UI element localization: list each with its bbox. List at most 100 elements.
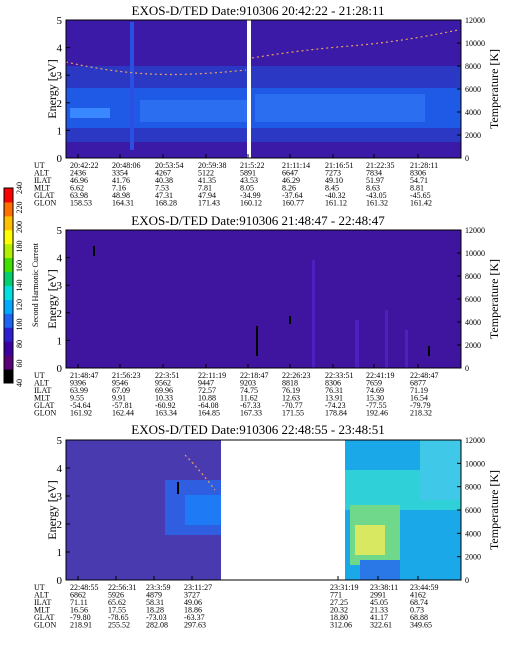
orbit-cell: 21:28:11: [410, 161, 438, 170]
orbit-cell: 178.84: [325, 409, 347, 418]
orbit-cell: 68.74: [410, 598, 428, 607]
temperature-tick-label: 4000: [465, 529, 481, 538]
orbit-cell: 161.32: [366, 199, 388, 208]
temperature-tick-label: 10000: [465, 249, 485, 258]
orbit-cell: 168.28: [155, 199, 177, 208]
colorbar-swatch: [4, 341, 13, 356]
colorbar-tick-label: 100: [15, 319, 24, 331]
energy-tick-label: 5: [57, 15, 63, 27]
temperature-tick-label: 0: [465, 364, 469, 373]
energy-tick-label: 3: [57, 70, 63, 82]
orbit-cell: 163.34: [155, 409, 177, 418]
orbit-cell: 16.54: [410, 394, 428, 403]
colorbar-tick-label: 200: [15, 221, 24, 233]
orbit-cell: 9447: [198, 379, 214, 388]
orbit-cell: -60.92: [155, 401, 176, 410]
colorbar-tick-label: 60: [15, 360, 24, 368]
orbit-cell: 2436: [70, 169, 86, 178]
orbit-cell: 9.55: [70, 394, 84, 403]
orbit-cell: -79.80: [70, 613, 91, 622]
orbit-cell: 21:11:14: [282, 161, 310, 170]
orbit-cell: 22:11:19: [198, 371, 226, 380]
orbit-cell: -67.33: [240, 401, 261, 410]
orbit-cell: 20:48:06: [112, 161, 140, 170]
orbit-cell: 5891: [240, 169, 256, 178]
colorbar-swatch: [4, 188, 13, 203]
orbit-cell: 65.62: [108, 598, 126, 607]
colorbar-label: Second Harmonic Current: [31, 242, 40, 327]
orbit-cell: 27.25: [330, 598, 348, 607]
orbit-cell: 9203: [240, 379, 256, 388]
orbit-cell: 21:22:35: [366, 161, 394, 170]
orbit-cell: 63.99: [70, 386, 88, 395]
orbit-cell: 8306: [325, 379, 341, 388]
orbit-cell: 282.08: [146, 621, 168, 630]
colorbar-swatch: [4, 271, 13, 286]
colorbar-tick-label: 180: [15, 241, 24, 253]
orbit-cell: 8.05: [240, 184, 254, 193]
orbit-row-label: ALT: [34, 591, 49, 600]
orbit-cell: 9.91: [112, 394, 126, 403]
orbit-cell: 7659: [366, 379, 382, 388]
temperature-tick-label: 8000: [465, 272, 481, 281]
orbit-row-label: ALT: [34, 379, 49, 388]
orbit-cell: 47.94: [198, 191, 216, 200]
orbit-cell: 22:18:47: [240, 371, 268, 380]
orbit-row-label: GLAT: [34, 191, 55, 200]
orbit-cell: 8.63: [366, 184, 380, 193]
orbit-cell: 18.86: [184, 606, 202, 615]
orbit-cell: 76.19: [282, 386, 300, 395]
orbit-cell: 41.17: [370, 613, 388, 622]
orbit-cell: 218.91: [70, 621, 92, 630]
orbit-cell: -40.32: [325, 191, 346, 200]
orbit-cell: 6647: [282, 169, 298, 178]
orbit-row-label: MLT: [34, 394, 50, 403]
orbit-cell: 6862: [70, 591, 86, 600]
orbit-cell: -57.81: [112, 401, 133, 410]
orbit-cell: 7.16: [112, 184, 126, 193]
orbit-cell: 10.33: [155, 394, 173, 403]
orbit-cell: 16.56: [70, 606, 88, 615]
energy-tick-label: 0: [57, 575, 63, 587]
colorbar-swatch: [4, 327, 13, 342]
orbit-cell: 312.06: [330, 621, 352, 630]
orbit-cell: 21:5:22: [240, 161, 264, 170]
energy-tick-label: 0: [57, 363, 63, 375]
orbit-cell: 4162: [410, 591, 426, 600]
energy-tick-label: 4: [57, 463, 63, 475]
panel-3-title: EXOS-D/TED Date:910306 22:48:55 - 23:48:…: [131, 422, 384, 437]
orbit-cell: 76.31: [325, 386, 343, 395]
orbit-cell: 164.31: [112, 199, 134, 208]
orbit-cell: 158.53: [70, 199, 92, 208]
orbit-cell: 20:59:38: [198, 161, 226, 170]
orbit-row-label: UT: [34, 583, 45, 592]
orbit-cell: 6877: [410, 379, 426, 388]
orbit-cell: 22:26:23: [282, 371, 310, 380]
orbit-cell: 49.06: [184, 598, 202, 607]
energy-tick-label: 1: [57, 335, 63, 347]
orbit-cell: 69.96: [155, 386, 173, 395]
orbit-cell: 63.98: [70, 191, 88, 200]
orbit-cell: 297.63: [184, 621, 206, 630]
orbit-cell: 72.57: [198, 386, 216, 395]
orbit-cell: 4267: [155, 169, 171, 178]
orbit-cell: 192.46: [366, 409, 388, 418]
orbit-cell: 161.92: [70, 409, 92, 418]
orbit-row-label: UT: [34, 371, 45, 380]
orbit-row-label: ILAT: [34, 598, 51, 607]
orbit-cell: 17.55: [108, 606, 126, 615]
orbit-row-label: MLT: [34, 606, 50, 615]
orbit-row-label: ALT: [34, 169, 49, 178]
orbit-cell: 74.75: [240, 386, 258, 395]
colorbar-tick-label: 120: [15, 299, 24, 311]
orbit-cell: 9562: [155, 379, 171, 388]
temperature-tick-label: 2000: [465, 553, 481, 562]
orbit-cell: 162.44: [112, 409, 134, 418]
colorbar-swatch: [4, 355, 13, 370]
panel-2-dot-2: [256, 326, 258, 356]
temperature-tick-label: 10000: [465, 459, 485, 468]
colorbar-swatch: [4, 299, 13, 314]
panel-2-streak-3: [385, 310, 388, 368]
orbit-cell: 8.81: [410, 184, 424, 193]
